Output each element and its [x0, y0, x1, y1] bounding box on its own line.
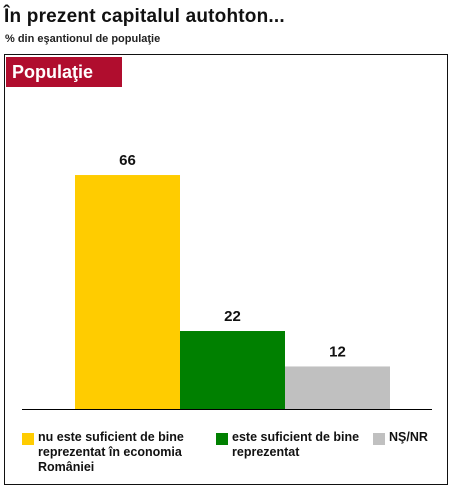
- chart-title: În prezent capitalul autohton...: [4, 6, 285, 27]
- legend-item-1: nu este suficient de bine reprezentat în…: [22, 430, 214, 475]
- data-label-1: 66: [119, 152, 136, 169]
- bar-sufficient: [180, 331, 285, 409]
- bar-ns-nr: [285, 366, 390, 409]
- legend-item-2: este suficient de bine reprezentat: [216, 430, 368, 460]
- legend-label-1: nu este suficient de bine reprezentat în…: [38, 430, 184, 474]
- legend-item-3: NŞ/NR: [373, 430, 449, 445]
- legend-swatch-green-icon: [216, 433, 228, 445]
- legend-swatch-yellow-icon: [22, 433, 34, 445]
- data-label-3: 12: [329, 343, 346, 360]
- legend-swatch-grey-icon: [373, 433, 385, 445]
- bar-not-sufficient: [75, 175, 180, 409]
- chart-frame: [4, 54, 448, 485]
- data-label-2: 22: [224, 308, 241, 325]
- chart-subtitle: % din eşantionul de populaţie: [5, 33, 161, 45]
- population-badge: Populaţie: [6, 57, 122, 87]
- legend-label-3: NŞ/NR: [389, 430, 428, 444]
- legend-label-2: este suficient de bine reprezentat: [232, 430, 360, 459]
